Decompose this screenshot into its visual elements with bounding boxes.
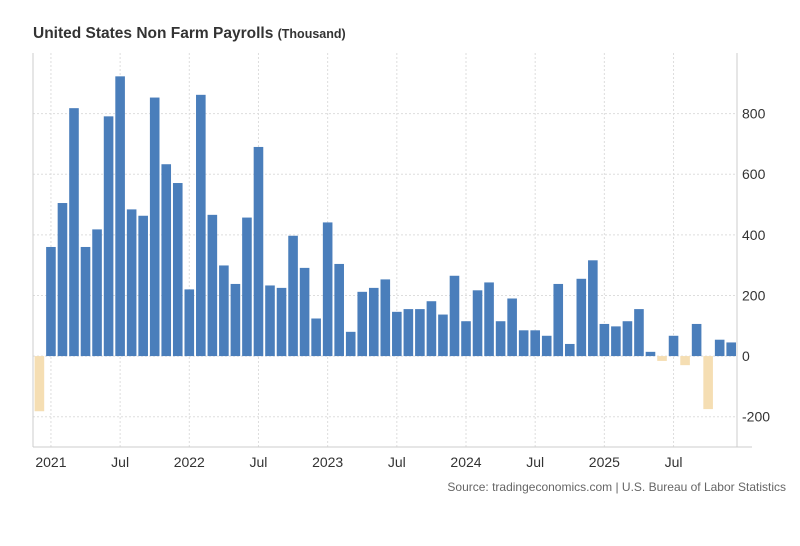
y-tick-label: 200 (742, 287, 766, 303)
bar-2023-06 (380, 279, 391, 357)
bar-2022-12 (311, 318, 321, 357)
source-note: Source: tradingeconomics.com | U.S. Bure… (447, 480, 786, 494)
y-tick-label: 400 (742, 227, 766, 243)
x-tick-label: 2024 (450, 454, 481, 470)
bar-2024-01 (461, 321, 471, 357)
bar-2024-03 (484, 282, 494, 357)
x-tick-label: Jul (388, 454, 406, 470)
bar-2022-07 (253, 146, 264, 357)
chart-title: United States Non Farm Payrolls (Thousan… (33, 25, 346, 43)
bar-2021-10 (149, 97, 160, 357)
x-tick-label: 2023 (312, 454, 343, 470)
bar-2025-04 (634, 309, 644, 357)
bar-2023-12 (449, 275, 460, 357)
bar-2024-11 (576, 278, 587, 357)
bar-2021-12 (172, 183, 183, 357)
bar-2025-02 (611, 326, 621, 357)
bar-2022-08 (265, 285, 275, 357)
bar-2023-10 (426, 301, 437, 357)
bar-2021-02 (57, 203, 68, 357)
bar-2024-02 (472, 290, 483, 357)
y-tick-label: 800 (742, 106, 766, 122)
bar-2025-06 (657, 356, 667, 361)
bar-2023-08 (403, 309, 414, 357)
bar-2025-07 (668, 335, 679, 357)
bar-2024-09 (553, 283, 564, 357)
bar-2022-02 (196, 94, 206, 357)
title-unit: (Thousand) (277, 27, 346, 41)
bar-2021-03 (69, 108, 79, 357)
bar-2025-11 (714, 339, 725, 357)
bar-2024-12 (588, 260, 598, 357)
bar-2022-11 (299, 267, 310, 357)
bar-2021-07 (115, 76, 125, 357)
bar-2025-05 (645, 351, 656, 357)
bar-2021-01 (46, 246, 56, 357)
bar-2023-11 (438, 314, 448, 357)
bar-2025-10 (703, 356, 713, 410)
bar-2021-09 (138, 215, 148, 357)
bar-2025-12 (726, 342, 736, 357)
bar-2022-05 (230, 283, 241, 357)
y-tick-label: -200 (742, 409, 770, 425)
bar-2023-02 (334, 263, 344, 357)
bar-2025-03 (622, 321, 633, 357)
bar-2021-11 (161, 164, 172, 357)
x-tick-label: 2025 (589, 454, 620, 470)
bar-2023-01 (322, 222, 333, 357)
bar-2021-08 (126, 209, 137, 357)
bar-2022-03 (207, 214, 218, 357)
bar-2022-06 (242, 217, 252, 357)
title-text: United States Non Farm Payrolls (33, 25, 274, 42)
bar-2020-12 (34, 356, 45, 412)
x-tick-label: Jul (111, 454, 129, 470)
bar-2024-07 (530, 330, 540, 357)
bar-2024-06 (518, 330, 529, 357)
bar-2022-09 (276, 287, 287, 357)
bar-2023-07 (392, 311, 402, 357)
bar-2022-10 (288, 235, 298, 357)
bar-2024-05 (507, 298, 517, 357)
bar-2022-04 (219, 265, 229, 357)
bar-2023-03 (345, 331, 356, 357)
bar-2022-01 (184, 289, 195, 357)
bar-2023-09 (415, 309, 425, 357)
bar-2024-08 (541, 335, 552, 357)
bar-2024-04 (495, 321, 506, 357)
bar-2021-04 (80, 246, 91, 357)
y-tick-label: 0 (742, 348, 750, 364)
x-tick-label: 2022 (174, 454, 205, 470)
y-tick-label: 600 (742, 166, 766, 182)
x-tick-label: Jul (250, 454, 268, 470)
x-tick-label: Jul (526, 454, 544, 470)
bar-2024-10 (564, 343, 575, 357)
bar-2025-09 (691, 323, 702, 357)
bar-2023-05 (368, 287, 379, 357)
bar-2021-05 (92, 229, 102, 357)
bar-2025-08 (680, 356, 690, 366)
x-tick-label: Jul (665, 454, 683, 470)
x-tick-label: 2021 (35, 454, 66, 470)
bar-2025-01 (599, 323, 610, 357)
bar-2021-06 (103, 116, 114, 357)
bar-2023-04 (357, 291, 368, 357)
